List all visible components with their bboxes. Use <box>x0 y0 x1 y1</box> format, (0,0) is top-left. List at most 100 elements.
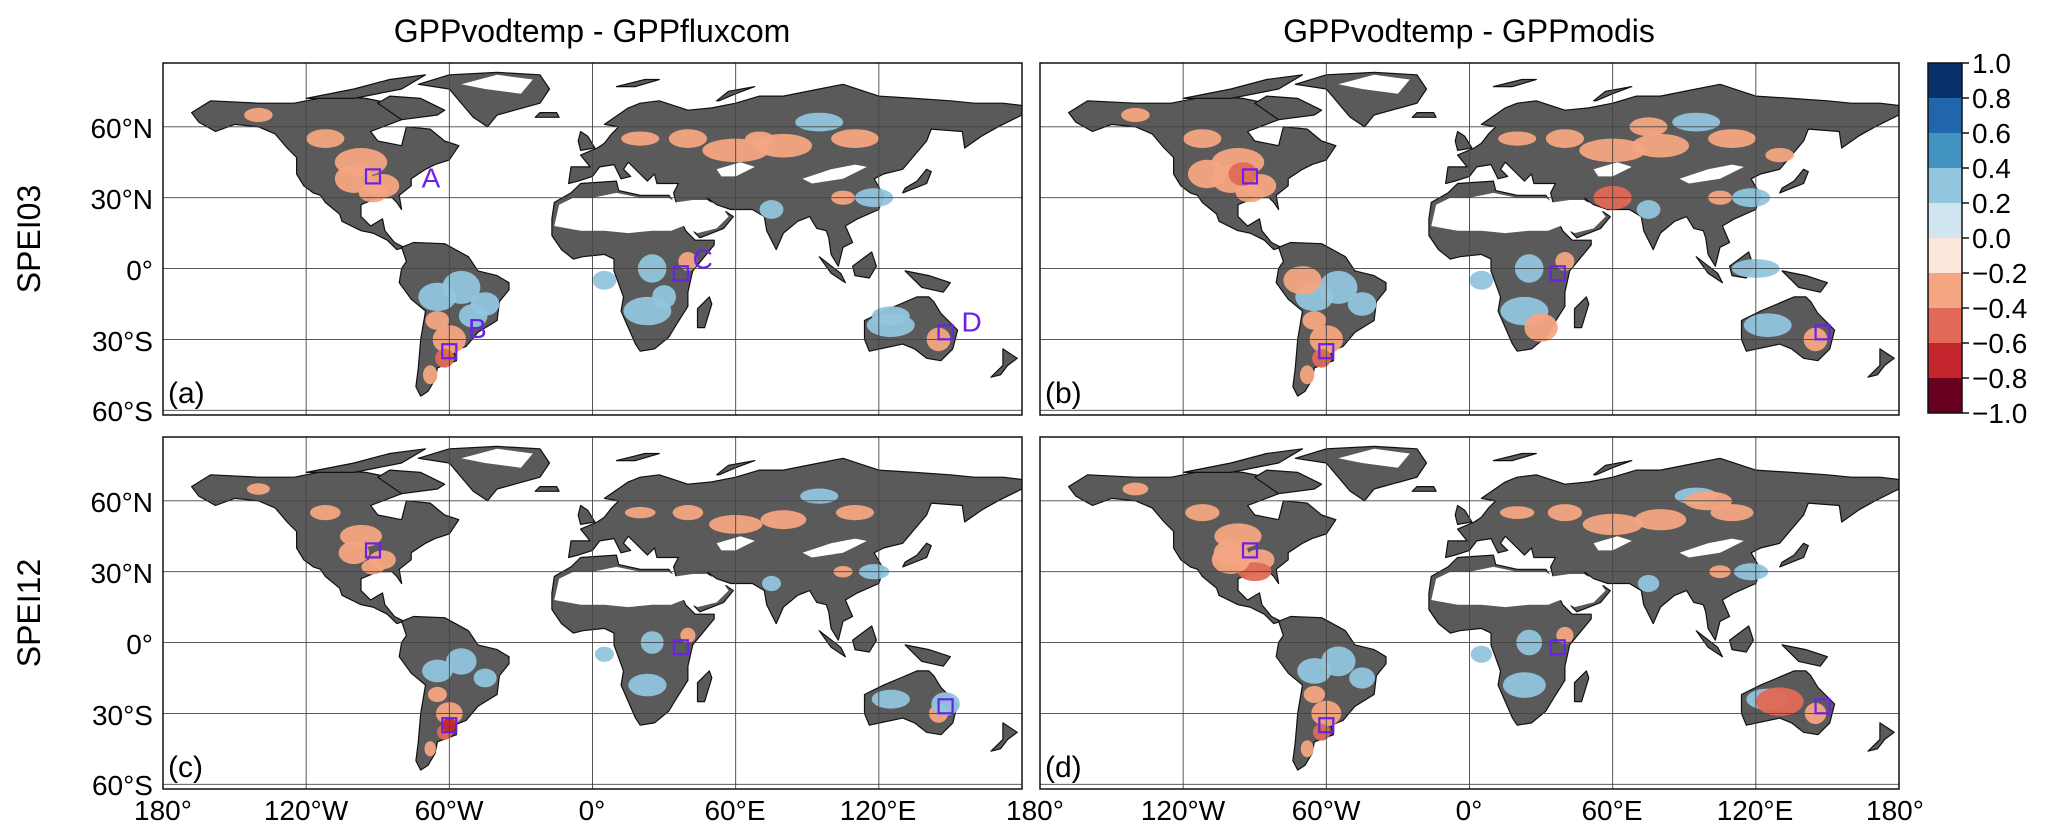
gpp-difference-patch <box>760 510 807 530</box>
site-box-a <box>364 542 382 559</box>
gpp-difference-patch <box>1122 482 1149 496</box>
colorbar-swatch <box>1928 378 1962 414</box>
gpp-difference-patches <box>1122 482 1827 758</box>
colorbar-tick-label: 0.2 <box>1972 188 2011 219</box>
gpp-difference-patch <box>1469 270 1494 290</box>
gpp-difference-patch <box>310 504 341 521</box>
sahara-arabia-arid <box>1431 192 1606 234</box>
map-panel-d <box>1040 437 1899 789</box>
gpp-difference-patch <box>427 686 447 703</box>
gpp-difference-patch <box>835 504 875 521</box>
japan-landmass <box>902 168 932 194</box>
site-label-d: D <box>961 306 981 337</box>
central-asia-arid <box>1679 538 1744 558</box>
site-box-c <box>1549 265 1566 282</box>
site-box-a <box>364 168 382 185</box>
gpp-difference-patch <box>1545 129 1584 149</box>
gpp-difference-patch <box>592 270 617 290</box>
svalbard-landmass <box>1492 78 1537 88</box>
gpp-difference-patch <box>424 741 436 757</box>
central-asia-arid <box>1679 164 1744 184</box>
arctic-islands-landmass <box>305 74 427 100</box>
svalbard-landmass <box>615 78 660 88</box>
gpp-difference-patch <box>446 648 477 675</box>
site-markers <box>1241 542 1831 734</box>
map-panel-c <box>163 437 1022 789</box>
japan-landmass <box>902 542 932 568</box>
gpp-difference-patch <box>458 304 488 328</box>
gpp-difference-patch <box>425 311 450 330</box>
site-box-b <box>1318 717 1335 734</box>
lon-tick-label: 60°E <box>1581 795 1642 826</box>
gpp-difference-patch <box>1347 292 1377 316</box>
eurasia-landmass <box>567 457 1022 641</box>
colorbar-swatch <box>1928 273 1962 309</box>
colorbar-tick-label: −0.2 <box>1972 258 2027 289</box>
madagascar-landmass <box>1573 296 1590 329</box>
site-markers <box>364 542 954 734</box>
colorbar-swatches <box>1928 63 1962 414</box>
site-box-b <box>1318 343 1335 360</box>
lat-tick-label: 60°N <box>90 113 153 144</box>
column-title-modis: GPPvodtemp - GPPmodis <box>1283 13 1655 49</box>
graticule <box>163 437 1022 789</box>
gpp-difference-patch <box>831 129 879 149</box>
gpp-difference-patch <box>1500 506 1535 519</box>
site-box-d <box>1814 698 1831 715</box>
lon-tick-label: 120°E <box>1717 795 1794 826</box>
colorbar-tick-label: 0.8 <box>1972 83 2011 114</box>
colorbar: 1.0 0.8 0.6 0.4 0.2 0.0 −0.2 −0.4 −0.6 −… <box>1927 48 2027 429</box>
colorbar-swatch <box>1928 203 1962 239</box>
baffin-island-landmass <box>377 95 446 121</box>
gpp-difference-patch <box>334 164 373 193</box>
gpp-difference-patch <box>1121 107 1150 123</box>
site-markers <box>1241 168 1831 360</box>
gpp-difference-patch <box>1634 509 1687 531</box>
north-greenland-ice <box>1338 74 1410 94</box>
graticule <box>1040 437 1899 789</box>
site-box-a <box>1241 542 1259 559</box>
iceland-landmass <box>1411 486 1437 492</box>
gpp-difference-patch <box>594 646 614 662</box>
new-guinea-landmass <box>1781 644 1829 667</box>
colorbar-tick-label: 0.4 <box>1972 153 2011 184</box>
lat-tick-label: 0° <box>126 629 153 660</box>
sumatra-landmass <box>1695 256 1724 284</box>
iceland-landmass <box>534 486 560 492</box>
map-panel-a: A B C D <box>163 63 1022 415</box>
gpp-difference-patch <box>745 131 774 146</box>
south-america-landmass <box>1275 615 1387 771</box>
new-guinea-landmass <box>904 644 952 667</box>
map-panel-b <box>1040 63 1899 415</box>
baffin-island-landmass <box>1254 95 1323 121</box>
gpp-difference-patch <box>1187 159 1227 189</box>
gpp-difference-patch <box>361 559 385 575</box>
site-box-d <box>937 324 954 341</box>
gpp-difference-patch <box>624 506 656 519</box>
colorbar-swatch <box>1928 168 1962 204</box>
gpp-difference-patch <box>1300 740 1314 758</box>
gpp-difference-patch <box>759 200 784 219</box>
lon-tick-label: 60°W <box>1292 795 1361 826</box>
north-america-landmass <box>191 469 460 625</box>
colorbar-tick-label: 1.0 <box>1972 48 2011 79</box>
gpp-difference-patch <box>762 575 781 592</box>
lat-tick-label: 60°S <box>92 770 153 801</box>
gpp-difference-patch <box>871 689 910 709</box>
lat-tick-label: 0° <box>126 255 153 286</box>
lon-axis-left: 180° 120°W 60°W 0° 60°E 120°E <box>134 795 916 826</box>
lon-tick-label: 0° <box>1456 795 1483 826</box>
site-box-b <box>441 717 458 734</box>
japan-landmass <box>1779 168 1809 194</box>
colorbar-tick-label: 0.0 <box>1972 223 2011 254</box>
panel-label-b: (b) <box>1045 377 1082 410</box>
new-guinea-landmass <box>1781 270 1829 293</box>
gpp-difference-patch <box>338 541 370 565</box>
site-box-c <box>672 265 689 282</box>
sahara-arabia-arid <box>1431 566 1606 608</box>
gpp-difference-patch <box>652 285 676 309</box>
north-greenland-ice <box>461 74 533 94</box>
sumatra-landmass <box>818 630 847 658</box>
gpp-difference-patch <box>244 107 273 123</box>
site-box-b <box>441 343 458 360</box>
